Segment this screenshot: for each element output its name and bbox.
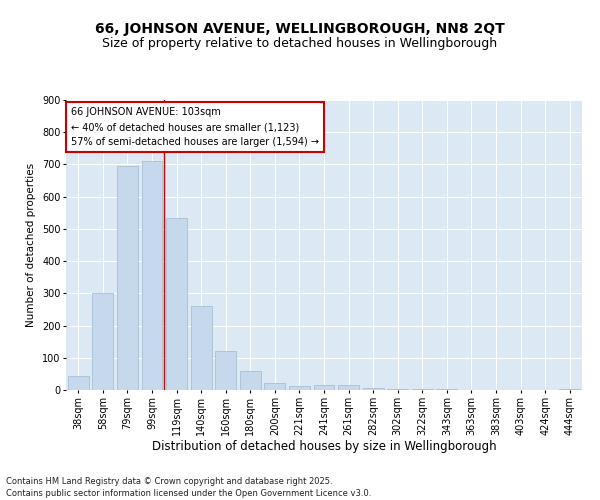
Bar bbox=[142, 161, 163, 390]
Bar bbox=[338, 385, 359, 390]
Bar bbox=[559, 388, 580, 390]
Bar bbox=[117, 166, 138, 390]
Bar bbox=[68, 376, 89, 390]
Text: 66 JOHNSON AVENUE: 103sqm
← 40% of detached houses are smaller (1,123)
57% of se: 66 JOHNSON AVENUE: 103sqm ← 40% of detac… bbox=[71, 108, 319, 147]
Y-axis label: Number of detached properties: Number of detached properties bbox=[26, 163, 37, 327]
Bar bbox=[240, 372, 261, 390]
Bar bbox=[166, 218, 187, 390]
Bar bbox=[215, 352, 236, 390]
Bar bbox=[314, 385, 334, 390]
Bar bbox=[362, 388, 383, 390]
Text: Contains HM Land Registry data © Crown copyright and database right 2025.
Contai: Contains HM Land Registry data © Crown c… bbox=[6, 476, 371, 498]
X-axis label: Distribution of detached houses by size in Wellingborough: Distribution of detached houses by size … bbox=[152, 440, 496, 454]
Bar bbox=[412, 388, 433, 390]
Bar bbox=[387, 388, 408, 390]
Bar bbox=[92, 294, 113, 390]
Bar bbox=[289, 386, 310, 390]
Bar bbox=[191, 306, 212, 390]
Text: 66, JOHNSON AVENUE, WELLINGBOROUGH, NN8 2QT: 66, JOHNSON AVENUE, WELLINGBOROUGH, NN8 … bbox=[95, 22, 505, 36]
Text: Size of property relative to detached houses in Wellingborough: Size of property relative to detached ho… bbox=[103, 38, 497, 51]
Bar bbox=[265, 383, 286, 390]
